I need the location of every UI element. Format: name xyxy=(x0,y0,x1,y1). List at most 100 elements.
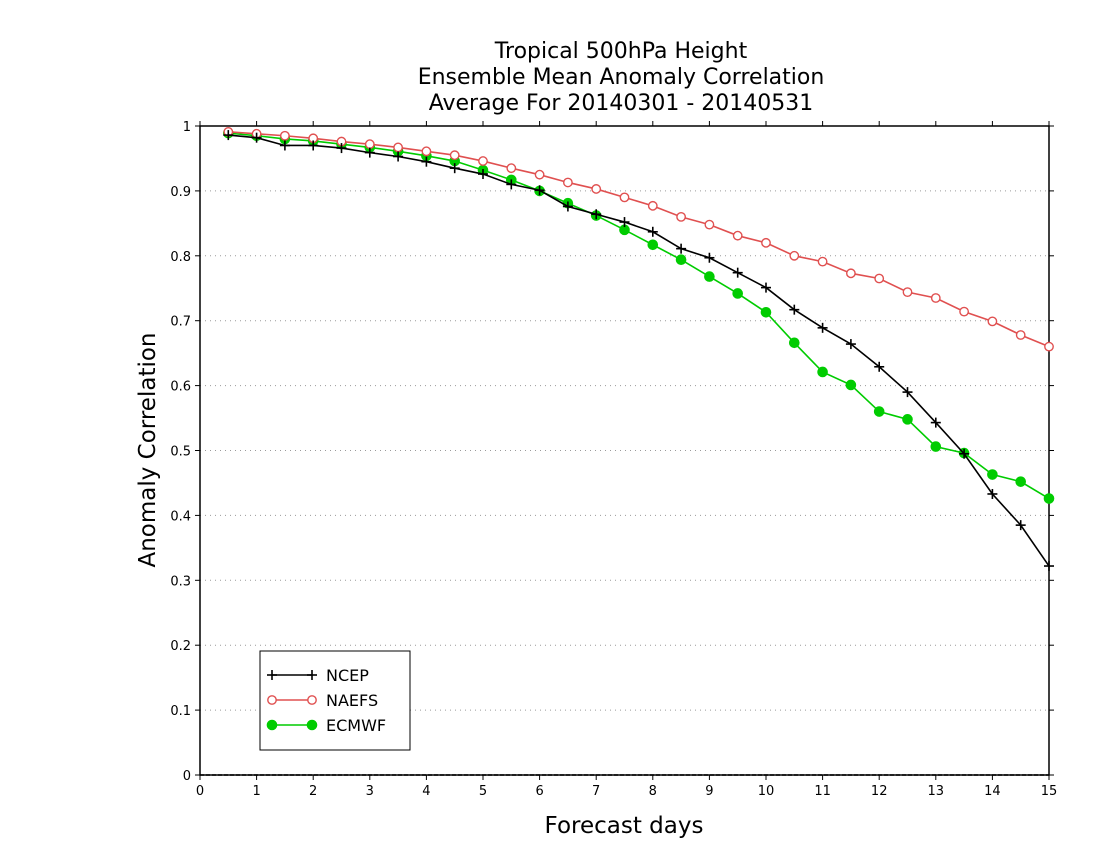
chart-title-line-1: Tropical 500hPa Height xyxy=(494,39,748,64)
point-naefs-12 xyxy=(563,177,573,188)
legend-marker-left-ecmwf xyxy=(266,719,278,731)
point-ncep-10 xyxy=(506,179,517,190)
point-ncep-13 xyxy=(591,209,602,220)
legend-marker-right-ecmwf xyxy=(306,719,318,731)
point-naefs-27 xyxy=(987,316,998,327)
point-ncep-9 xyxy=(478,169,488,180)
legend-marker-left-naefs xyxy=(267,695,277,705)
x-tick-label-12: 12 xyxy=(871,784,888,799)
point-ecmwf-28 xyxy=(1015,476,1027,487)
legend-label-ncep: NCEP xyxy=(326,666,369,685)
point-ecmwf-15 xyxy=(647,239,659,251)
y-tick-label-0.5: 0.5 xyxy=(170,445,191,460)
point-ecmwf-27 xyxy=(987,469,998,480)
y-tick-label-0.9: 0.9 xyxy=(170,185,191,200)
point-naefs-14 xyxy=(619,192,630,203)
point-ncep-14 xyxy=(619,217,630,228)
y-tick-label-0.3: 0.3 xyxy=(170,574,191,589)
point-naefs-26 xyxy=(959,306,969,317)
legend-marker-right-ncep xyxy=(307,670,317,680)
point-naefs-2 xyxy=(279,130,290,141)
point-ncep-3 xyxy=(308,140,319,151)
point-ncep-23 xyxy=(874,361,885,372)
x-tick-label-7: 7 xyxy=(592,784,600,799)
legend-marker-right-naefs xyxy=(307,695,317,705)
point-naefs-10 xyxy=(506,163,517,174)
y-tick-label-0.7: 0.7 xyxy=(170,315,191,330)
point-ncep-28 xyxy=(1015,520,1026,531)
y-tick-label-0.2: 0.2 xyxy=(170,639,191,654)
point-ecmwf-23 xyxy=(873,406,885,417)
point-ecmwf-17 xyxy=(704,271,715,282)
point-ecmwf-19 xyxy=(760,306,772,318)
y-tick-label-0.1: 0.1 xyxy=(170,704,191,719)
x-tick-label-0: 0 xyxy=(196,784,204,799)
point-naefs-24 xyxy=(902,287,913,298)
point-ecmwf-22 xyxy=(845,379,857,391)
point-ncep-24 xyxy=(902,387,913,398)
point-naefs-21 xyxy=(817,256,828,267)
point-ncep-0 xyxy=(223,130,234,141)
point-ecmwf-24 xyxy=(902,414,913,425)
x-tick-label-2: 2 xyxy=(309,784,317,799)
x-tick-label-9: 9 xyxy=(705,784,713,799)
point-ncep-29 xyxy=(1044,561,1054,572)
point-naefs-11 xyxy=(534,169,545,180)
point-naefs-9 xyxy=(478,156,488,166)
point-ecmwf-21 xyxy=(817,366,828,378)
y-tick-label-0.8: 0.8 xyxy=(170,250,191,265)
x-tick-label-4: 4 xyxy=(422,784,430,799)
legend: NCEP NAEFS ECMWF xyxy=(259,650,411,751)
point-ncep-22 xyxy=(845,339,856,350)
legend-item-naefs: NAEFS xyxy=(267,691,378,710)
legend-item-ncep: NCEP xyxy=(267,666,369,685)
point-ncep-11 xyxy=(534,185,545,196)
x-tick-label-11: 11 xyxy=(814,784,831,799)
point-naefs-5 xyxy=(364,139,375,150)
x-tick-label-15: 15 xyxy=(1041,784,1058,799)
point-ncep-18 xyxy=(732,267,743,278)
y-tick-labels: 0 0.1 0.2 0.3 0.4 0.5 0.6 0.7 0.8 0.9 1 xyxy=(170,120,191,784)
y-axis-label: Anomaly Correlation xyxy=(135,332,161,567)
legend-marker-left-ncep xyxy=(267,670,277,680)
point-ecmwf-25 xyxy=(930,441,942,452)
point-ecmwf-18 xyxy=(732,288,744,299)
point-ncep-17 xyxy=(704,252,715,263)
point-naefs-7 xyxy=(421,146,432,157)
x-tick-label-6: 6 xyxy=(535,784,543,799)
point-naefs-28 xyxy=(1015,330,1026,340)
chart-title-line-3: Average For 20140301 - 20140531 xyxy=(429,91,814,116)
point-ncep-26 xyxy=(959,448,970,459)
x-tick-label-5: 5 xyxy=(479,784,487,799)
point-ncep-16 xyxy=(676,243,687,254)
point-naefs-16 xyxy=(676,211,686,222)
point-naefs-17 xyxy=(704,219,715,230)
point-naefs-15 xyxy=(647,200,658,211)
x-tick-label-10: 10 xyxy=(758,784,775,799)
point-ecmwf-29 xyxy=(1043,493,1055,504)
point-ncep-5 xyxy=(364,147,375,158)
x-tick-labels: 0 1 2 3 4 5 6 7 8 9 10 11 12 13 14 15 xyxy=(196,784,1057,799)
legend-items: NCEP NAEFS ECMWF xyxy=(266,666,386,735)
point-ncep-7 xyxy=(421,156,432,167)
point-ncep-8 xyxy=(449,163,460,174)
y-tick-label-0.6: 0.6 xyxy=(170,380,191,395)
point-naefs-22 xyxy=(846,268,856,279)
point-naefs-23 xyxy=(874,273,885,284)
y-tick-label-0: 0 xyxy=(183,769,191,784)
point-naefs-25 xyxy=(930,293,941,303)
point-ncep-25 xyxy=(930,417,941,428)
data-series xyxy=(223,126,1055,572)
point-ecmwf-16 xyxy=(675,254,687,265)
chart-title-line-2: Ensemble Mean Anomaly Correlation xyxy=(418,65,825,90)
point-ecmwf-20 xyxy=(789,337,800,349)
point-ncep-27 xyxy=(987,488,998,499)
point-ncep-15 xyxy=(647,226,658,237)
point-naefs-6 xyxy=(393,142,403,153)
point-ncep-21 xyxy=(817,322,828,333)
x-axis-label: Forecast days xyxy=(545,813,704,839)
x-tick-label-13: 13 xyxy=(928,784,945,799)
series-naefs xyxy=(223,126,1054,352)
